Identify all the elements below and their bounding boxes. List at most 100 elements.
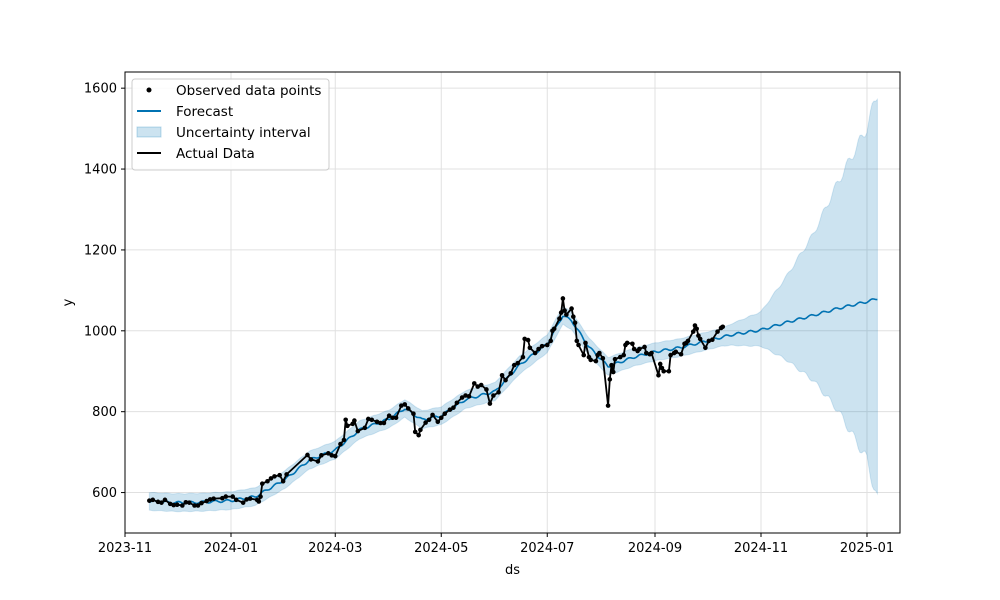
observed-point bbox=[308, 457, 314, 462]
observed-point bbox=[265, 478, 270, 484]
observed-point bbox=[478, 382, 484, 388]
observed-point bbox=[256, 499, 262, 504]
observed-point bbox=[607, 377, 613, 382]
y-tick-label: 1600 bbox=[84, 82, 117, 97]
observed-point bbox=[362, 425, 368, 431]
observed-point bbox=[656, 372, 661, 378]
observed-point bbox=[600, 356, 606, 361]
x-tick-label: 2024-01 bbox=[204, 541, 258, 556]
x-axis-ticks: 2023-11 2024-01 2024-03 2024-05 2024-07 2024-… bbox=[98, 533, 894, 556]
observed-point bbox=[583, 340, 588, 346]
observed-point bbox=[147, 498, 152, 503]
observed-point bbox=[174, 502, 180, 507]
observed-point bbox=[159, 500, 164, 505]
y-tick-label: 800 bbox=[92, 405, 117, 420]
observed-point bbox=[649, 350, 654, 356]
observed-point bbox=[369, 417, 375, 423]
observed-point bbox=[430, 412, 435, 418]
observed-point bbox=[390, 415, 395, 421]
observed-point bbox=[491, 393, 496, 398]
observed-point bbox=[475, 384, 481, 389]
observed-point bbox=[365, 416, 371, 422]
observed-point bbox=[499, 372, 505, 378]
observed-point bbox=[715, 329, 720, 334]
observed-point bbox=[508, 370, 514, 376]
observed-point bbox=[416, 432, 421, 438]
observed-point bbox=[223, 494, 229, 499]
observed-point bbox=[199, 500, 204, 506]
observed-point bbox=[678, 351, 684, 357]
observed-point bbox=[438, 415, 444, 421]
observed-point bbox=[605, 403, 611, 408]
observed-point bbox=[326, 451, 331, 456]
observed-point bbox=[558, 310, 564, 315]
observed-point bbox=[564, 312, 569, 317]
observed-point bbox=[673, 349, 679, 355]
legend-marker-uncertainty bbox=[136, 126, 162, 138]
x-tick-label: 2023-11 bbox=[98, 541, 152, 556]
observed-point bbox=[560, 296, 566, 301]
observed-point bbox=[418, 427, 423, 433]
observed-point bbox=[487, 401, 493, 406]
observed-point bbox=[280, 478, 286, 484]
legend: Observed data points Forecast Uncertaint… bbox=[131, 78, 330, 171]
observed-point bbox=[621, 352, 627, 358]
observed-point bbox=[576, 342, 581, 348]
observed-point bbox=[162, 497, 168, 503]
observed-point bbox=[192, 503, 197, 508]
observed-point bbox=[186, 500, 192, 505]
observed-point bbox=[642, 344, 647, 350]
observed-point bbox=[247, 496, 253, 501]
observed-point bbox=[341, 437, 347, 443]
observed-point bbox=[244, 497, 249, 502]
observed-point bbox=[230, 494, 236, 499]
observed-point bbox=[258, 494, 263, 499]
observed-point bbox=[703, 345, 708, 351]
grid bbox=[124, 72, 900, 533]
observed-point bbox=[233, 497, 239, 503]
observed-point bbox=[447, 407, 453, 412]
observed-point bbox=[536, 346, 541, 352]
observed-point bbox=[459, 395, 465, 400]
observed-point bbox=[610, 369, 616, 375]
observed-point bbox=[343, 417, 348, 423]
forecast-line bbox=[148, 298, 878, 505]
observed-point bbox=[706, 338, 712, 344]
y-tick-label: 1000 bbox=[84, 324, 117, 339]
observed-point bbox=[551, 326, 557, 332]
observed-point bbox=[525, 337, 531, 343]
observed-point bbox=[609, 362, 614, 368]
observed-point bbox=[332, 453, 338, 459]
x-tick-label: 2024-07 bbox=[520, 541, 574, 556]
observed-point bbox=[694, 326, 699, 332]
observed-point bbox=[211, 496, 216, 501]
observed-point bbox=[503, 377, 508, 383]
observed-point bbox=[685, 338, 691, 344]
observed-point bbox=[697, 336, 703, 342]
observed-point bbox=[612, 356, 618, 362]
observed-point bbox=[661, 368, 666, 374]
observed-points bbox=[147, 296, 726, 508]
observed-point bbox=[515, 360, 521, 366]
observed-point bbox=[272, 474, 277, 479]
y-axis-label: y bbox=[61, 298, 76, 306]
x-tick-label: 2024-05 bbox=[414, 541, 468, 556]
x-tick-label: 2024-11 bbox=[734, 541, 788, 556]
observed-point bbox=[345, 423, 350, 429]
observed-point bbox=[319, 453, 324, 458]
observed-point bbox=[405, 406, 411, 411]
observed-point bbox=[668, 352, 673, 358]
observed-point bbox=[511, 362, 517, 368]
observed-point bbox=[617, 354, 623, 360]
observed-point bbox=[593, 358, 599, 364]
observed-point bbox=[378, 420, 383, 426]
observed-point bbox=[548, 338, 554, 344]
observed-point bbox=[240, 500, 246, 505]
observed-point bbox=[666, 368, 672, 374]
observed-point bbox=[657, 361, 663, 367]
observed-point bbox=[471, 381, 477, 386]
observed-point bbox=[393, 415, 399, 421]
observed-point bbox=[466, 394, 472, 399]
observed-point bbox=[398, 403, 404, 408]
